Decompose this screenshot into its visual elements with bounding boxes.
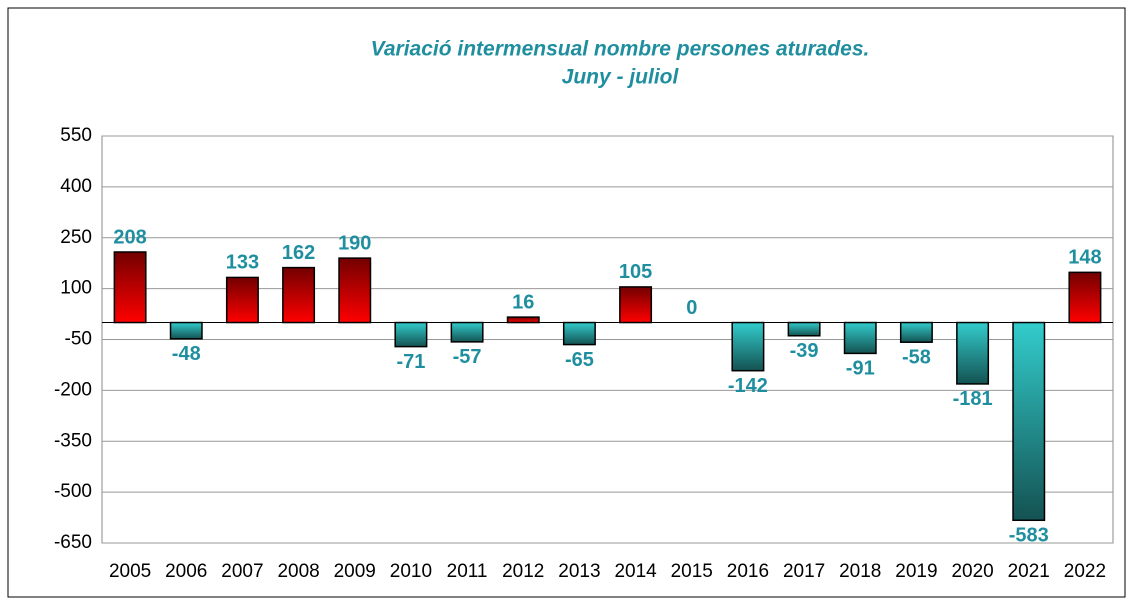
y-tick-label: -50	[65, 329, 92, 350]
y-tick-label: -200	[54, 379, 92, 400]
bar	[843, 321, 877, 355]
bar	[282, 266, 316, 324]
x-tick-label: 2007	[221, 561, 263, 582]
x-tick-label: 2011	[447, 561, 488, 582]
data-label: -57	[453, 346, 482, 368]
data-label: 133	[226, 252, 259, 274]
bar	[1012, 321, 1046, 522]
data-label: -71	[396, 351, 425, 373]
bar	[562, 321, 596, 346]
data-label: 162	[282, 242, 315, 264]
y-tick-label: 550	[60, 125, 92, 146]
y-tick-label: 100	[60, 278, 92, 299]
x-tick-label: 2021	[1008, 561, 1050, 582]
bar	[113, 251, 147, 324]
data-label: 105	[619, 261, 652, 283]
chart-subtitle: Juny - juliol	[562, 66, 680, 89]
data-label: 190	[338, 232, 371, 254]
x-tick-label: 2009	[334, 561, 376, 582]
x-tick-label: 2012	[502, 561, 544, 582]
y-tick-label: -350	[54, 430, 92, 451]
x-tick-label: 2015	[671, 561, 713, 582]
data-label: 0	[686, 297, 697, 319]
y-tick-label: 250	[60, 227, 92, 248]
x-tick-label: 2020	[951, 561, 993, 582]
data-label: -91	[846, 358, 875, 380]
data-label: -65	[565, 349, 594, 371]
chart-frame	[7, 7, 1126, 598]
data-label: -58	[902, 346, 931, 368]
x-tick-label: 2008	[277, 561, 319, 582]
bar	[338, 257, 372, 324]
data-label: -583	[1009, 525, 1049, 547]
x-tick-label: 2014	[614, 561, 657, 582]
data-label: 16	[512, 291, 534, 313]
y-tick-label: 400	[60, 176, 92, 197]
bar	[506, 316, 540, 324]
data-label: -181	[953, 388, 993, 410]
x-tick-label: 2017	[783, 561, 825, 582]
bar	[1068, 271, 1102, 324]
bar	[787, 321, 821, 337]
x-tick-label: 2016	[727, 561, 769, 582]
y-tick-label: -500	[54, 481, 92, 502]
x-tick-label: 2018	[839, 561, 881, 582]
x-tick-label: 2013	[558, 561, 600, 582]
data-label: 148	[1068, 247, 1101, 269]
x-tick-label: 2006	[165, 561, 207, 582]
bar	[956, 321, 990, 385]
bar	[619, 286, 653, 324]
bar	[169, 321, 203, 340]
bar	[450, 321, 484, 343]
data-label: -48	[172, 343, 201, 365]
data-label: -39	[790, 340, 819, 362]
data-label: -142	[728, 375, 768, 397]
data-label: 208	[113, 226, 146, 248]
x-tick-label: 2019	[895, 561, 937, 582]
x-tick-label: 2005	[109, 561, 151, 582]
x-tick-label: 2010	[390, 561, 432, 582]
y-tick-label: -650	[54, 532, 92, 553]
chart-title: Variació intermensual nombre persones at…	[371, 38, 870, 61]
x-tick-label: 2022	[1064, 561, 1106, 582]
bar	[899, 321, 933, 343]
bar	[394, 321, 428, 348]
bar	[731, 321, 765, 372]
bar	[225, 276, 259, 324]
